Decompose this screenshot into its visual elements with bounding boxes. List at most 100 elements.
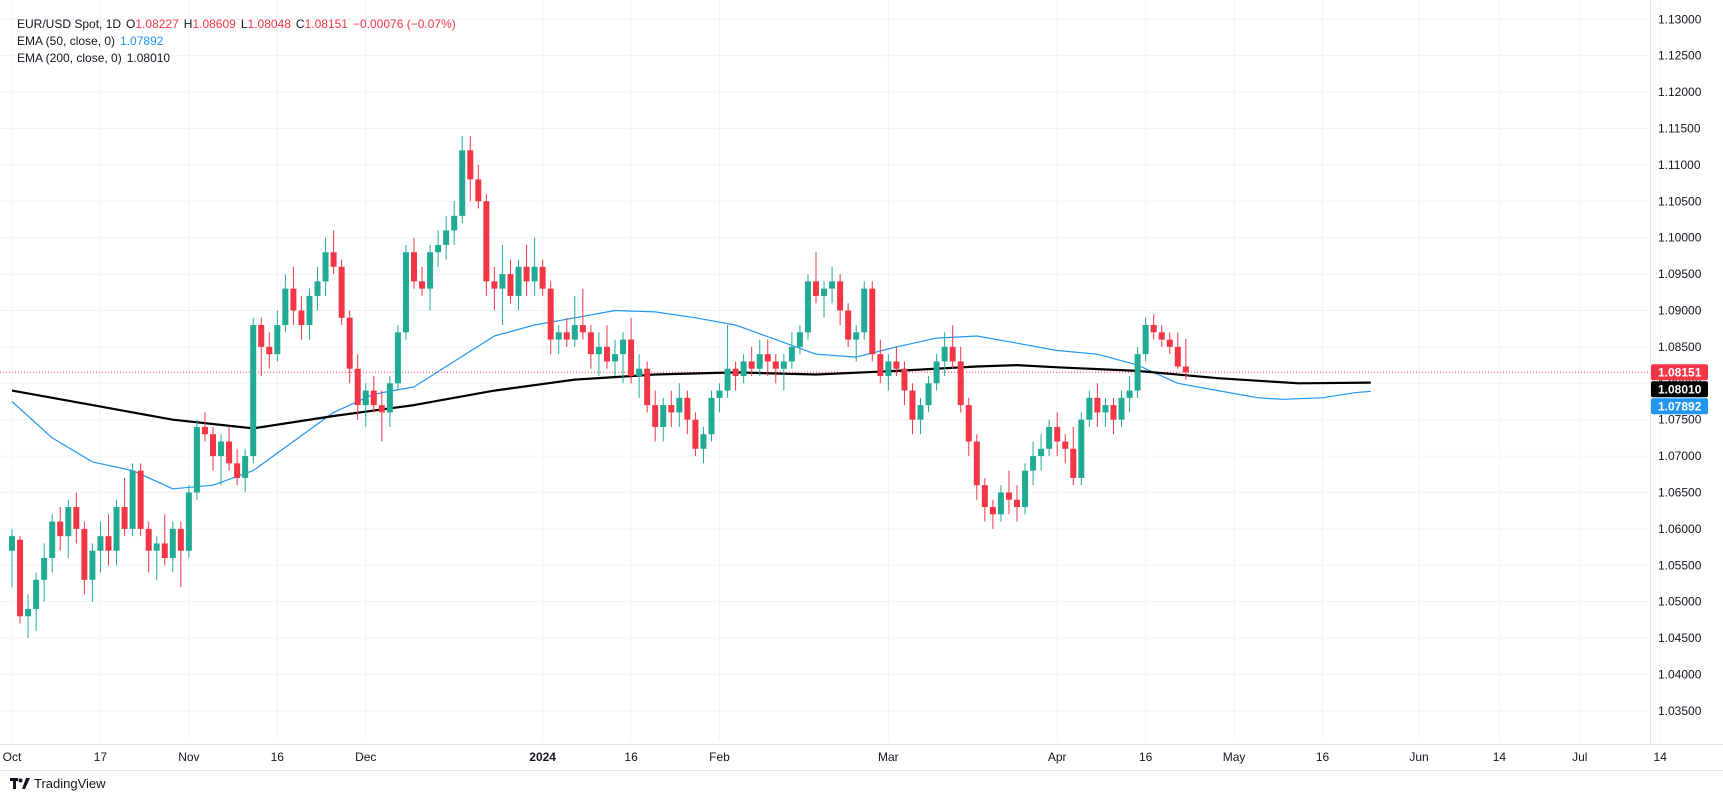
candle [716,383,723,413]
candle [1166,332,1173,355]
candle-body [612,354,618,362]
y-tick-label: 1.10000 [1658,231,1702,245]
candle-body [692,419,699,449]
candle-body [250,325,257,457]
candle [459,135,466,224]
candle [1094,383,1101,427]
candle-body [796,332,803,347]
candle [676,383,683,427]
candle [193,419,200,500]
candle-body [121,507,128,529]
candle-body [804,281,811,333]
candle [587,325,594,369]
candle-body [1030,456,1037,471]
candle-body [869,288,876,355]
candle-body [266,346,273,355]
candle-body [427,252,434,289]
legend-ema200-row[interactable]: EMA (200, close, 0) 1.08010 [17,50,461,67]
candle-body [700,434,707,449]
candle-body [957,361,964,406]
legend-ema50-label: EMA (50, close, 0) [17,34,116,48]
candle-body [443,230,450,245]
candle-body [169,528,176,558]
candle [218,434,225,486]
candle-body [210,434,216,457]
candle [636,354,643,398]
legend-ema200-value: 1.08010 [126,51,171,65]
candle [33,572,40,631]
candle [1078,412,1085,486]
candle [97,521,104,573]
candle [226,426,233,471]
candle-body [1070,448,1077,478]
tradingview-brand[interactable]: TradingView [10,776,106,791]
candle-body [1022,470,1029,508]
candle [57,507,64,551]
price-tag-box [1651,364,1708,381]
candle [1182,338,1189,380]
candle-body [346,317,353,369]
candle [9,528,15,588]
candle-body [483,201,490,282]
candle-body [853,332,860,340]
candle [531,237,538,296]
candle-body [1110,405,1117,420]
candle [740,354,747,384]
candle-body [322,252,329,282]
candle-body [435,244,442,253]
candle [772,354,779,384]
candle-body [81,528,88,580]
candle-body [242,456,249,478]
candle [73,492,80,544]
candle-body [338,266,345,318]
candle [925,376,932,413]
candle [644,361,651,413]
brand-name: TradingView [34,776,106,791]
candle-body [258,325,265,347]
price-tag-text: 1.08010 [1658,382,1702,396]
candle [105,514,112,566]
candle [298,295,305,340]
candle-body [587,332,594,355]
price-tag-ema50: 1.07892 [1651,398,1708,415]
candle [724,325,731,398]
candle [1142,317,1149,362]
x-tick-label: 14 [1493,750,1507,764]
candle [652,390,659,442]
candle [1174,332,1181,369]
y-tick-label: 1.09500 [1658,267,1702,281]
candle-body [981,485,988,508]
candle [81,521,88,595]
chart-legend: EUR/USD Spot, 1D O1.08227 H1.08609 L1.08048… [17,16,461,67]
ema50-layer [11,309,1371,490]
legend-high: 1.08609 [192,17,236,31]
candle-body [620,339,627,355]
tradingview-logo-icon [10,777,30,789]
x-tick-label: 16 [271,750,285,764]
legend-ema50-row[interactable]: EMA (50, close, 0) 1.07892 [17,33,461,50]
candle-body [226,441,233,464]
candle [1046,419,1053,457]
y-tick-label: 1.11500 [1658,121,1701,135]
candle-body [813,281,819,296]
candle-body [1046,426,1053,449]
candle [475,164,482,209]
candle-body [997,492,1004,515]
legend-high-label: H [183,17,193,31]
candle [161,514,168,566]
candle [732,361,739,391]
candle-body [394,332,401,384]
candle-body [49,521,56,558]
candle [853,325,860,362]
y-tick-label: 1.12000 [1658,85,1702,99]
candle [821,281,828,318]
y-tick-label: 1.05500 [1658,558,1702,572]
candle-body [298,310,305,326]
candle [89,543,96,602]
candle-body [1078,419,1085,478]
candle [169,521,176,573]
x-tick-label: 16 [624,750,638,764]
candle [845,303,852,347]
